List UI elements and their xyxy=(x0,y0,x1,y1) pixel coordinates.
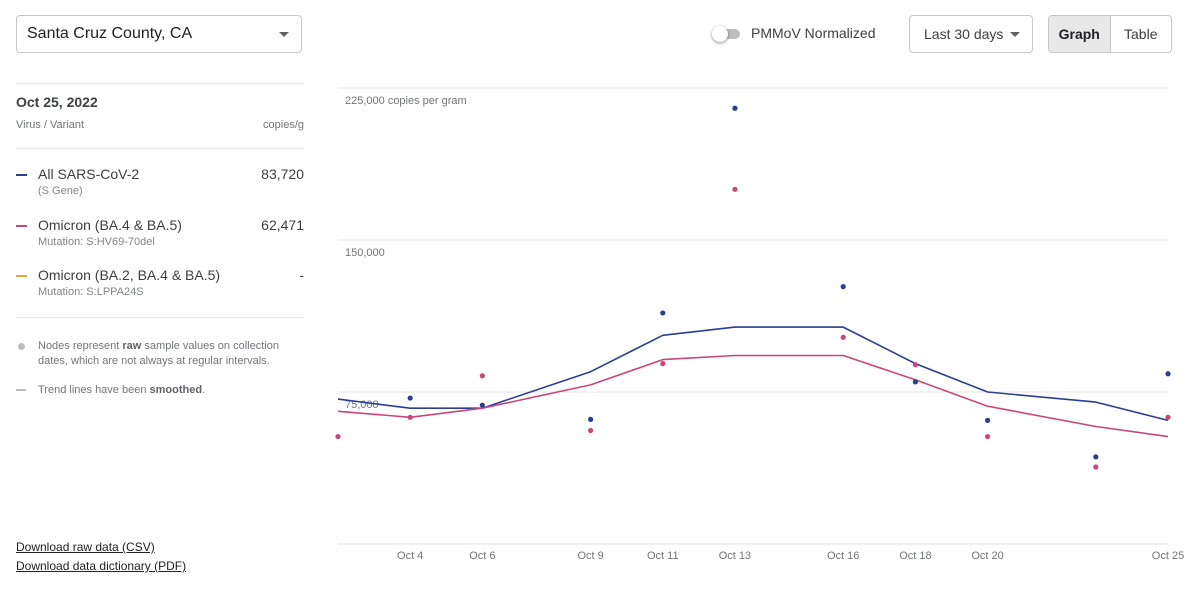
legend-item-omicron-ba2-ba4-ba5[interactable]: Omicron (BA.2, BA.4 & BA.5) Mutation: S:… xyxy=(16,267,306,311)
series-swatch xyxy=(16,174,27,176)
pmmov-toggle-label: PMMoV Normalized xyxy=(751,25,876,41)
chevron-down-icon xyxy=(279,31,289,37)
series-swatch xyxy=(16,275,27,277)
data-point xyxy=(1093,454,1099,460)
note-text: . xyxy=(202,384,206,396)
legend-item-value: 62,471 xyxy=(261,217,304,233)
data-point xyxy=(912,379,918,385)
data-point xyxy=(479,402,485,408)
trend-note: Trend lines have been smoothed. xyxy=(16,383,306,398)
note-emphasis: raw xyxy=(122,340,142,352)
sidebar-divider xyxy=(16,148,304,149)
data-point xyxy=(1093,464,1099,470)
x-tick-label: Oct 4 xyxy=(397,550,423,562)
x-tick-label: Oct 11 xyxy=(647,550,679,562)
column-header-unit: copies/g xyxy=(263,119,304,131)
legend-item-all-sars-cov-2[interactable]: All SARS-CoV-2 (S Gene) 83,720 xyxy=(16,166,306,210)
note-text: sample values on collection dates, which… xyxy=(38,340,279,367)
download-pdf-link[interactable]: Download data dictionary (PDF) xyxy=(16,559,187,573)
legend-item-label: Omicron (BA.4 & BA.5) xyxy=(38,217,182,233)
selected-date: Oct 25, 2022 xyxy=(16,94,98,110)
data-point xyxy=(912,362,918,368)
x-tick-label: Oct 18 xyxy=(899,550,931,562)
x-tick-label: Oct 9 xyxy=(577,550,603,562)
x-tick-label: Oct 6 xyxy=(469,550,495,562)
legend-item-sublabel: (S Gene) xyxy=(38,185,83,197)
y-tick-label: 75,000 xyxy=(345,399,379,411)
download-csv-link[interactable]: Download raw data (CSV) xyxy=(16,540,155,554)
data-point xyxy=(588,416,594,422)
data-point xyxy=(335,433,341,440)
data-point xyxy=(840,284,846,290)
x-tick-label: Oct 16 xyxy=(827,550,859,562)
legend-item-sublabel: Mutation: S:LPPA24S xyxy=(38,286,144,298)
legend-item-value: - xyxy=(299,267,304,283)
column-header-variant: Virus / Variant xyxy=(16,119,85,131)
date-range-select-value: Last 30 days xyxy=(924,26,1004,42)
data-point xyxy=(732,186,738,192)
data-point xyxy=(1165,414,1171,420)
x-tick-label: Oct 13 xyxy=(719,550,751,562)
trend-line xyxy=(337,354,1169,438)
chevron-down-icon xyxy=(1010,31,1020,37)
pmmov-toggle[interactable] xyxy=(712,26,742,42)
sidebar-divider xyxy=(16,317,304,318)
x-tick-label: Oct 25 xyxy=(1152,550,1184,562)
data-point xyxy=(588,427,594,434)
data-point xyxy=(660,361,666,367)
location-select[interactable]: Santa Cruz County, CA xyxy=(16,15,302,53)
graph-view-button[interactable]: Graph xyxy=(1049,16,1111,52)
data-point xyxy=(407,395,413,401)
line-icon xyxy=(16,389,26,391)
legend-item-omicron-ba4-ba5[interactable]: Omicron (BA.4 & BA.5) Mutation: S:HV69-7… xyxy=(16,217,306,261)
y-tick-label: 150,000 xyxy=(345,247,385,259)
dot-icon xyxy=(18,343,25,350)
data-point xyxy=(732,105,738,111)
table-view-button[interactable]: Table xyxy=(1124,26,1158,42)
legend-item-value: 83,720 xyxy=(261,166,304,182)
date-range-select[interactable]: Last 30 days xyxy=(909,15,1033,53)
toggle-knob xyxy=(712,26,728,42)
data-point xyxy=(407,414,413,420)
y-tick-label: 225,000 copies per gram xyxy=(345,95,467,107)
legend-item-sublabel: Mutation: S:HV69-70del xyxy=(38,236,155,248)
note-emphasis: smoothed xyxy=(149,384,203,396)
legend-item-label: Omicron (BA.2, BA.4 & BA.5) xyxy=(38,267,221,283)
data-point xyxy=(660,310,666,316)
data-point xyxy=(984,417,991,423)
location-select-value: Santa Cruz County, CA xyxy=(27,25,193,42)
data-point xyxy=(984,433,991,440)
nodes-note: Nodes represent raw sample values on col… xyxy=(16,339,306,369)
data-point xyxy=(1165,371,1171,377)
x-tick-label: Oct 20 xyxy=(971,550,1003,562)
trend-line xyxy=(337,326,1169,422)
data-point xyxy=(479,373,485,379)
legend-item-label: All SARS-CoV-2 xyxy=(38,166,140,182)
series-swatch xyxy=(16,225,27,227)
note-text: Trend lines have been xyxy=(38,384,150,396)
sidebar-divider xyxy=(16,83,304,84)
note-text: Nodes represent xyxy=(38,340,123,352)
view-toggle: Graph Table xyxy=(1048,15,1172,53)
data-point xyxy=(840,334,846,340)
